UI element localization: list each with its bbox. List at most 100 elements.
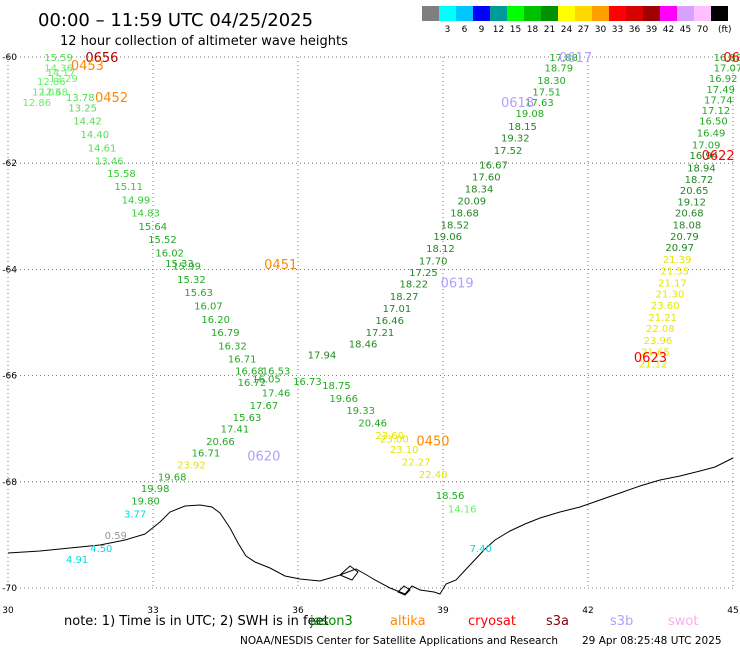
wave-height-label: 18.27 [390,292,419,303]
wave-height-label: 23.60 [651,301,680,312]
wave-height-label: 16.92 [709,74,738,85]
wave-height-label: 17.88 [549,53,578,64]
color-scale-unit: (ft) [718,25,732,35]
wave-height-label: 16.71 [192,449,221,460]
wave-height-label: 19.80 [131,496,160,507]
color-scale-label: 9 [479,25,485,35]
wave-height-label: 20.66 [206,437,235,448]
y-tick-label: -64 [2,265,17,275]
color-scale-label: 3 [445,25,451,35]
color-scale-swatch [507,6,524,21]
wave-height-label: 18.22 [400,280,429,291]
wave-height-label: 15.58 [107,169,136,180]
wave-height-label: 14.40 [81,130,110,141]
satellite-legend: jason3 altika cryosat s3a s3b swot [309,614,698,629]
map-title: 00:00 – 11:59 UTC 04/25/2025 [38,10,313,31]
wave-height-label: 23.00 [380,434,409,445]
wave-height-label: 23.96 [644,336,673,347]
wave-height-label: 18.34 [465,185,494,196]
wave-height-label: 13.46 [95,157,124,168]
wave-height-label: 19.06 [433,232,462,243]
pass-id-label: 0623 [634,351,667,366]
wave-height-label: 14.16 [448,504,477,515]
wave-height-label: 16.02 [155,248,184,259]
wave-height-label: 17.21 [366,328,395,339]
wave-height-label: 16.72 [238,378,267,389]
legend-item-swot: swot [668,614,698,629]
footer-note: note: 1) Time is in UTC; 2) SWH is in fe… [64,614,329,629]
x-tick-label: 45 [727,606,738,616]
wave-height-label: 16.49 [697,128,726,139]
color-scale-label: 30 [595,25,607,35]
wave-height-label: 13.25 [68,103,97,114]
color-scale-swatch [524,6,541,21]
color-scale-swatch [626,6,643,21]
wave-height-label: 17.07 [714,64,740,75]
wave-height-label: 22.27 [402,458,431,469]
color-scale-label: 33 [612,25,623,35]
color-scale-label: 12 [493,25,504,35]
color-scale-swatch [592,6,609,21]
color-scale-swatch [456,6,473,21]
wave-height-label: 14.17 [47,68,76,79]
y-tick-label: -60 [2,53,17,63]
wave-height-label: 17.25 [409,268,438,279]
wave-height-label: 21.39 [663,255,692,266]
wave-height-label: 18.56 [436,491,465,502]
wave-height-label: 17.46 [262,389,291,400]
pass-id-label: 06 [723,51,740,66]
wave-height-label: 7.40 [470,544,492,555]
pass-id-label: 0450 [416,434,449,449]
wave-height-label: 17.67 [250,401,279,412]
wave-height-label: 20.09 [458,196,487,207]
color-scale-label: 15 [510,25,521,35]
wave-height-label: 16.94 [690,151,719,162]
x-tick-label: 33 [147,606,158,616]
color-scale-label: 27 [578,25,589,35]
color-scale-swatch [490,6,507,21]
wave-height-label: 16.73 [293,377,322,388]
color-scale-swatch [660,6,677,21]
wave-height-label: 16.50 [699,117,728,128]
wave-height-label: 15.63 [233,413,262,424]
wave-height-label: 20.79 [670,232,699,243]
wave-height-label: 16.79 [211,328,240,339]
color-scale-label: 18 [527,25,539,35]
wave-height-label: 15.11 [114,182,143,193]
wave-height-label: 17.49 [706,85,735,96]
color-scale-swatch [643,6,660,21]
y-tick-label: -66 [2,372,17,382]
wave-height-label: 18.30 [537,76,566,87]
wave-height-label: 18.15 [508,122,537,133]
wave-height-label: 23.10 [390,445,419,456]
wave-height-label: 12.86 [37,77,66,88]
color-scale-bar: 3 6 9 12 15 18 21 24 27 30 33 36 39 42 45 70 (ft) [422,6,732,35]
legend-item-jason3: jason3 [309,614,353,629]
wave-height-label: 16.46 [375,316,404,327]
legend-item-altika: altika [390,614,426,629]
wave-height-label: 12.29 [49,74,78,85]
color-scale-swatch [439,6,456,21]
wave-height-label: 14.61 [88,143,117,154]
wave-height-label: 22.40 [419,470,448,481]
pass-id-label: 0617 [559,51,592,66]
wave-height-label: 21.65 [641,348,670,359]
wave-height-label: 19.08 [516,109,545,120]
wave-height-label: 18.68 [450,209,479,220]
wave-height-label: 18.08 [673,220,702,231]
ice-shelf-inlet [339,565,359,581]
wave-height-label: 20.46 [358,418,387,429]
pass-id-label: 0618 [501,96,534,111]
pass-id-label: 0451 [264,258,297,273]
wave-height-label: 17.41 [221,425,250,436]
wave-height-label: 17.12 [702,106,731,117]
wave-height-label: 18.72 [685,175,714,186]
wave-height-label: 16.71 [228,355,257,366]
wave-height-label: 17.70 [419,256,448,267]
wave-height-label: 23.92 [177,460,206,471]
wave-height-label: 12.03 [32,88,61,99]
wave-height-label: 16.05 [252,374,281,385]
coast-island [397,585,411,596]
